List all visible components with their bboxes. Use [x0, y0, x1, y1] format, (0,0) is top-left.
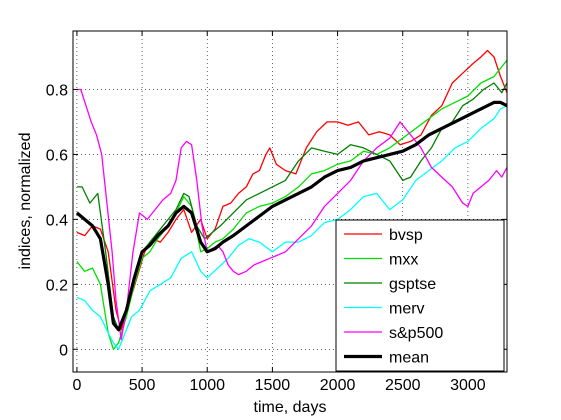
y-tick-label: 0.2	[46, 277, 68, 294]
legend-box	[335, 219, 505, 372]
y-tick-label: 0.6	[46, 147, 68, 164]
x-tick-label: 2500	[385, 377, 421, 394]
x-tick-label: 1000	[189, 377, 225, 394]
y-tick-label: 0	[59, 342, 68, 359]
legend-label: s&p500	[389, 325, 443, 342]
x-axis-label: time, days	[254, 399, 327, 416]
y-tick-label: 0.8	[46, 82, 68, 99]
y-axis-label: indices, normalized	[17, 133, 34, 270]
legend-label: mean	[389, 350, 429, 367]
legend-label: bvsp	[389, 227, 423, 244]
series-line-mean	[75, 100, 507, 332]
axes-box	[72, 30, 508, 373]
series-line-merv	[76, 105, 507, 350]
x-tick-label: 500	[129, 377, 156, 394]
series-line-sp500	[76, 88, 507, 341]
x-tick-label: 1500	[255, 377, 291, 394]
x-tick-label: 2000	[320, 377, 356, 394]
legend-label: merv	[389, 301, 425, 318]
tick-labels: 0 500 1000 1500 2000 2500 3000 0 0.2 0.4 0.6 0.8	[46, 82, 486, 394]
legend: bvsp mxx gsptse merv s&p500 mean	[335, 219, 505, 372]
series-lines	[75, 49, 507, 350]
x-tick-label: 0	[72, 377, 81, 394]
legend-label: gsptse	[389, 276, 436, 293]
legend-label: mxx	[389, 252, 418, 269]
x-tick-label: 3000	[450, 377, 486, 394]
y-tick-label: 0.4	[46, 212, 68, 229]
